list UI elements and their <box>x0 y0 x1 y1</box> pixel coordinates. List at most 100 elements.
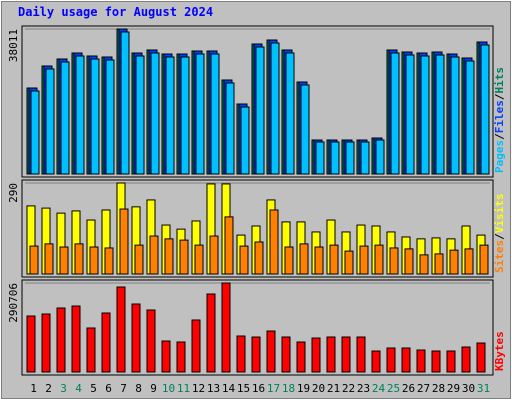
bar <box>59 246 69 275</box>
bar <box>284 246 294 275</box>
bar <box>401 347 411 373</box>
bar <box>360 141 370 175</box>
bar <box>150 52 160 175</box>
bar <box>210 53 220 175</box>
legend-entry: Sites <box>493 240 506 273</box>
bar <box>225 82 235 175</box>
bar <box>45 68 55 175</box>
legend-entry: KBytes <box>493 331 506 371</box>
bar <box>311 337 321 373</box>
legend-separator: / <box>493 93 506 100</box>
bar <box>120 31 130 175</box>
bar <box>194 244 204 275</box>
bar <box>479 244 489 275</box>
bar <box>209 235 219 275</box>
bar <box>165 56 175 175</box>
bar <box>344 250 354 275</box>
legend-separator: / <box>493 133 506 140</box>
x-tick-label: 21 <box>327 382 340 395</box>
bar <box>330 141 340 175</box>
x-tick-label: 25 <box>387 382 400 395</box>
x-tick-label: 30 <box>462 382 475 395</box>
legend: Sites/Visits <box>493 194 506 274</box>
bar <box>420 55 430 175</box>
legend: Pages/Files/Hits <box>493 67 506 173</box>
legend-entry: Visits <box>493 194 506 234</box>
bar <box>434 253 444 275</box>
bar <box>266 330 276 373</box>
x-tick-label: 1 <box>30 382 37 395</box>
bar <box>239 245 249 275</box>
x-tick-label: 17 <box>267 382 280 395</box>
bar <box>74 243 84 275</box>
x-tick-label: 5 <box>90 382 97 395</box>
bar <box>195 53 205 175</box>
x-tick-label: 22 <box>342 382 355 395</box>
bar <box>180 56 190 175</box>
bar <box>449 249 459 275</box>
bar <box>476 342 486 373</box>
bar <box>450 56 460 175</box>
legend: KBytes <box>493 331 506 371</box>
chart-title: Daily usage for August 2024 <box>18 5 213 19</box>
bar <box>191 319 201 373</box>
x-tick-label: 13 <box>207 382 220 395</box>
bar <box>75 55 85 175</box>
bar <box>300 84 310 175</box>
bar <box>314 246 324 275</box>
bar <box>270 42 280 175</box>
x-tick-label: 18 <box>282 382 295 395</box>
bar <box>371 350 381 373</box>
bar <box>341 336 351 373</box>
bar <box>251 336 261 373</box>
bar <box>101 312 111 373</box>
bar <box>461 346 471 373</box>
bar <box>374 244 384 275</box>
bar <box>26 315 36 373</box>
bar <box>255 46 265 175</box>
bar <box>389 247 399 275</box>
x-tick-label: 14 <box>222 382 236 395</box>
y-tick-label: 38011 <box>7 29 20 62</box>
bar <box>90 58 100 175</box>
bar <box>390 52 400 175</box>
x-tick-label: 31 <box>477 382 490 395</box>
y-tick-label: 290706 <box>7 283 20 323</box>
bar <box>480 44 490 175</box>
bar <box>464 248 474 275</box>
bar <box>71 305 81 373</box>
y-tick-label: 290 <box>7 183 20 203</box>
bar <box>86 327 96 373</box>
x-tick-label: 4 <box>75 382 82 395</box>
bar <box>105 59 115 175</box>
bar <box>285 52 295 175</box>
bar <box>146 309 156 373</box>
bar <box>224 216 234 275</box>
x-tick-label: 7 <box>120 382 127 395</box>
bar <box>431 350 441 373</box>
bar <box>254 241 264 275</box>
legend-entry: Hits <box>493 67 506 94</box>
bar <box>419 254 429 275</box>
bar <box>281 336 291 373</box>
bar <box>41 313 51 373</box>
bar <box>386 347 396 373</box>
bar <box>56 307 66 373</box>
bar <box>359 245 369 275</box>
x-tick-label: 2 <box>45 382 52 395</box>
bar <box>446 350 456 373</box>
bar <box>315 141 325 175</box>
bar <box>119 208 129 275</box>
bar <box>221 282 231 373</box>
bar <box>269 209 279 275</box>
bar <box>44 243 54 275</box>
bar <box>326 336 336 373</box>
bar <box>179 239 189 275</box>
bar <box>356 336 366 373</box>
legend-entry: Files <box>493 100 506 133</box>
bar <box>176 341 186 373</box>
x-tick-label: 24 <box>372 382 386 395</box>
bar <box>416 349 426 373</box>
